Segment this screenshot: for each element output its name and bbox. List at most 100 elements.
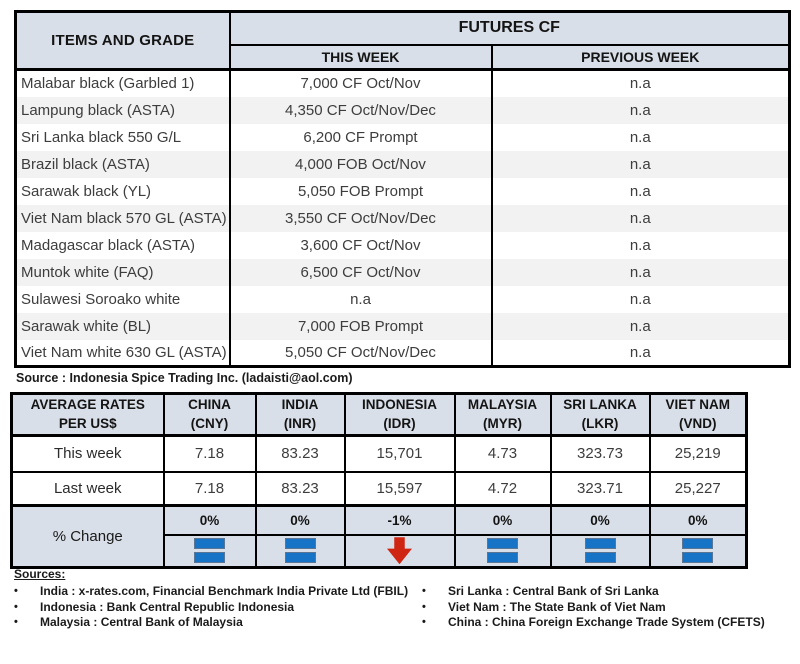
bullet-icon: • bbox=[14, 585, 18, 597]
item-name: Sulawesi Soroako white bbox=[21, 290, 181, 308]
rate-value: 83.23 bbox=[254, 434, 346, 473]
this-week-header: THIS WEEK bbox=[229, 44, 492, 71]
table-row: Madagascar black (ASTA) 3,600 CF Oct/Nov n… bbox=[16, 231, 790, 259]
item-name: Madagascar black (ASTA) bbox=[21, 236, 195, 254]
previous-week-value: n.a bbox=[490, 123, 790, 151]
item-name: Sarawak black (YL) bbox=[21, 182, 152, 200]
list-item: • China : China Foreign Exchange Trade Sy… bbox=[422, 615, 792, 631]
country-name: MALAYSIA bbox=[467, 396, 538, 412]
column-header-sri-lanka: SRI LANKA (LKR) bbox=[549, 392, 651, 437]
this-week-value: 4,000 FOB Oct/Nov bbox=[228, 150, 492, 178]
country-name: SRI LANKA bbox=[563, 396, 637, 412]
previous-week-value: n.a bbox=[490, 231, 790, 259]
previous-week-value: n.a bbox=[490, 177, 790, 205]
source-note: Source : Indonesia Spice Trading Inc. (l… bbox=[16, 371, 353, 385]
percent-change-value: 0% bbox=[162, 504, 257, 536]
table-row: Sarawak black (YL) 5,050 FOB Prompt n.a bbox=[16, 177, 790, 205]
item-name: Brazil black (ASTA) bbox=[21, 155, 150, 173]
table-row: Viet Nam black 570 GL (ASTA) 3,550 CF Oct… bbox=[15, 204, 790, 232]
sources-section: Sources: • India : x-rates.com, Financial… bbox=[14, 567, 792, 631]
this-week-row: This week 7.18 83.23 15,701 4.73 323.73 … bbox=[10, 434, 748, 473]
table-row: Sri Lanka black 550 G/L 6,200 CF Prompt n.… bbox=[16, 123, 790, 151]
trend-equal-icon bbox=[194, 538, 225, 563]
column-header-viet-nam: VIET NAM (VND) bbox=[648, 392, 748, 437]
country-name: CHINA bbox=[188, 396, 231, 412]
column-header-china: CHINA (CNY) bbox=[162, 392, 257, 437]
table-row: Brazil black (ASTA) 4,000 FOB Oct/Nov n.a bbox=[15, 150, 790, 178]
column-header-malaysia: MALAYSIA (MYR) bbox=[453, 392, 552, 437]
source-text: Malaysia : Central Bank of Malaysia bbox=[40, 615, 243, 630]
row-label: Last week bbox=[10, 470, 165, 507]
trend-equal-icon bbox=[487, 538, 518, 563]
trend-equal-icon bbox=[285, 538, 316, 563]
currency-code: (LKR) bbox=[581, 415, 619, 431]
list-item: • Malaysia : Central Bank of Malaysia bbox=[14, 615, 422, 631]
rate-value: 15,701 bbox=[343, 434, 456, 473]
country-name: INDIA bbox=[281, 396, 319, 412]
this-week-value: 6,500 CF Oct/Nov bbox=[228, 258, 492, 286]
row-label: This week bbox=[10, 434, 165, 473]
table-row: Malabar black (Garbled 1) 7,000 CF Oct/No… bbox=[16, 69, 790, 97]
source-text: India : x-rates.com, Financial Benchmark… bbox=[40, 584, 409, 598]
currency-code: (IDR) bbox=[383, 415, 416, 431]
average-rates-header: AVERAGE RATES PER US$ bbox=[10, 392, 165, 437]
currency-code: (CNY) bbox=[190, 415, 229, 431]
rate-value: 25,219 bbox=[648, 434, 748, 473]
source-text: Indonesia : Bank Central Republic Indone… bbox=[40, 599, 295, 614]
sources-heading: Sources: bbox=[14, 567, 66, 581]
column-header-india: INDIA (INR) bbox=[254, 392, 346, 437]
rate-value: 83.23 bbox=[254, 470, 346, 507]
currency-code: (MYR) bbox=[483, 415, 522, 431]
item-name: Malabar black (Garbled 1) bbox=[21, 75, 195, 93]
table-row: Muntok white (FAQ) 6,500 CF Oct/Nov n.a bbox=[15, 258, 790, 286]
futures-table: ITEMS AND GRADE FUTURES CF THIS WEEK PRE… bbox=[14, 10, 792, 368]
list-item: • Indonesia : Bank Central Republic Indon… bbox=[14, 600, 422, 616]
item-name: Viet Nam white 630 GL (ASTA) bbox=[21, 343, 227, 361]
rate-value: 7.18 bbox=[162, 434, 257, 473]
currency-code: (INR) bbox=[283, 415, 317, 431]
percent-change-value: 0% bbox=[549, 504, 651, 536]
bullet-icon: • bbox=[422, 616, 426, 629]
sources-list-right: • Sri Lanka : Central Bank of Sri Lanka •… bbox=[422, 584, 792, 631]
rate-value: 4.73 bbox=[453, 434, 552, 473]
item-name: Lampung black (ASTA) bbox=[21, 101, 175, 119]
bullet-icon: • bbox=[422, 585, 426, 597]
trend-equal-icon bbox=[585, 538, 616, 563]
table-row: Lampung black (ASTA) 4,350 CF Oct/Nov/Dec… bbox=[15, 96, 790, 124]
column-header-indonesia: INDONESIA (IDR) bbox=[343, 392, 456, 437]
this-week-value: 6,200 CF Prompt bbox=[228, 123, 492, 151]
bullet-icon: • bbox=[14, 616, 18, 629]
source-text: Viet Nam : The State Bank of Viet Nam bbox=[448, 599, 666, 614]
item-name: Sri Lanka black 550 G/L bbox=[21, 128, 182, 146]
previous-week-value: n.a bbox=[490, 312, 790, 340]
last-week-row: Last week 7.18 83.23 15,597 4.72 323.71 … bbox=[10, 470, 748, 507]
item-name: Sarawak white (BL) bbox=[21, 317, 152, 335]
list-item: • Sri Lanka : Central Bank of Sri Lanka bbox=[422, 584, 792, 600]
previous-week-value: n.a bbox=[490, 339, 790, 367]
this-week-value: 3,550 CF Oct/Nov/Dec bbox=[228, 204, 492, 232]
percent-change-row: % Change 0% 0% -1% 0% 0% 0% bbox=[10, 504, 748, 569]
list-item: • India : x-rates.com, Financial Benchmar… bbox=[14, 584, 422, 600]
trend-icons-row bbox=[12, 533, 748, 569]
rate-value: 7.18 bbox=[162, 470, 257, 507]
previous-week-value: n.a bbox=[490, 285, 790, 313]
table-row: Sulawesi Soroako white n.a n.a bbox=[16, 285, 790, 313]
average-rates-table: AVERAGE RATES PER US$ CHINA (CNY) INDIA (I… bbox=[10, 392, 748, 569]
average-rates-line1: AVERAGE RATES bbox=[30, 396, 145, 412]
country-name: INDONESIA bbox=[361, 396, 437, 412]
sources-list-left: • India : x-rates.com, Financial Benchmar… bbox=[14, 584, 422, 631]
trend-down-icon bbox=[387, 537, 412, 564]
country-name: VIET NAM bbox=[665, 396, 730, 412]
source-text: China : China Foreign Exchange Trade Sys… bbox=[448, 615, 765, 630]
source-text: Sri Lanka : Central Bank of Sri Lanka bbox=[448, 584, 659, 598]
average-rates-line2: PER US$ bbox=[58, 415, 117, 431]
this-week-value: 7,000 FOB Prompt bbox=[228, 312, 492, 340]
bullet-icon: • bbox=[422, 600, 426, 613]
this-week-value: 5,050 FOB Prompt bbox=[228, 177, 492, 205]
rate-value: 15,597 bbox=[343, 470, 456, 507]
percent-change-value: 0% bbox=[648, 504, 748, 536]
percent-change-value: -1% bbox=[343, 504, 456, 536]
bullet-icon: • bbox=[14, 600, 18, 613]
this-week-value: 3,600 CF Oct/Nov bbox=[228, 231, 492, 259]
previous-week-value: n.a bbox=[490, 150, 790, 178]
